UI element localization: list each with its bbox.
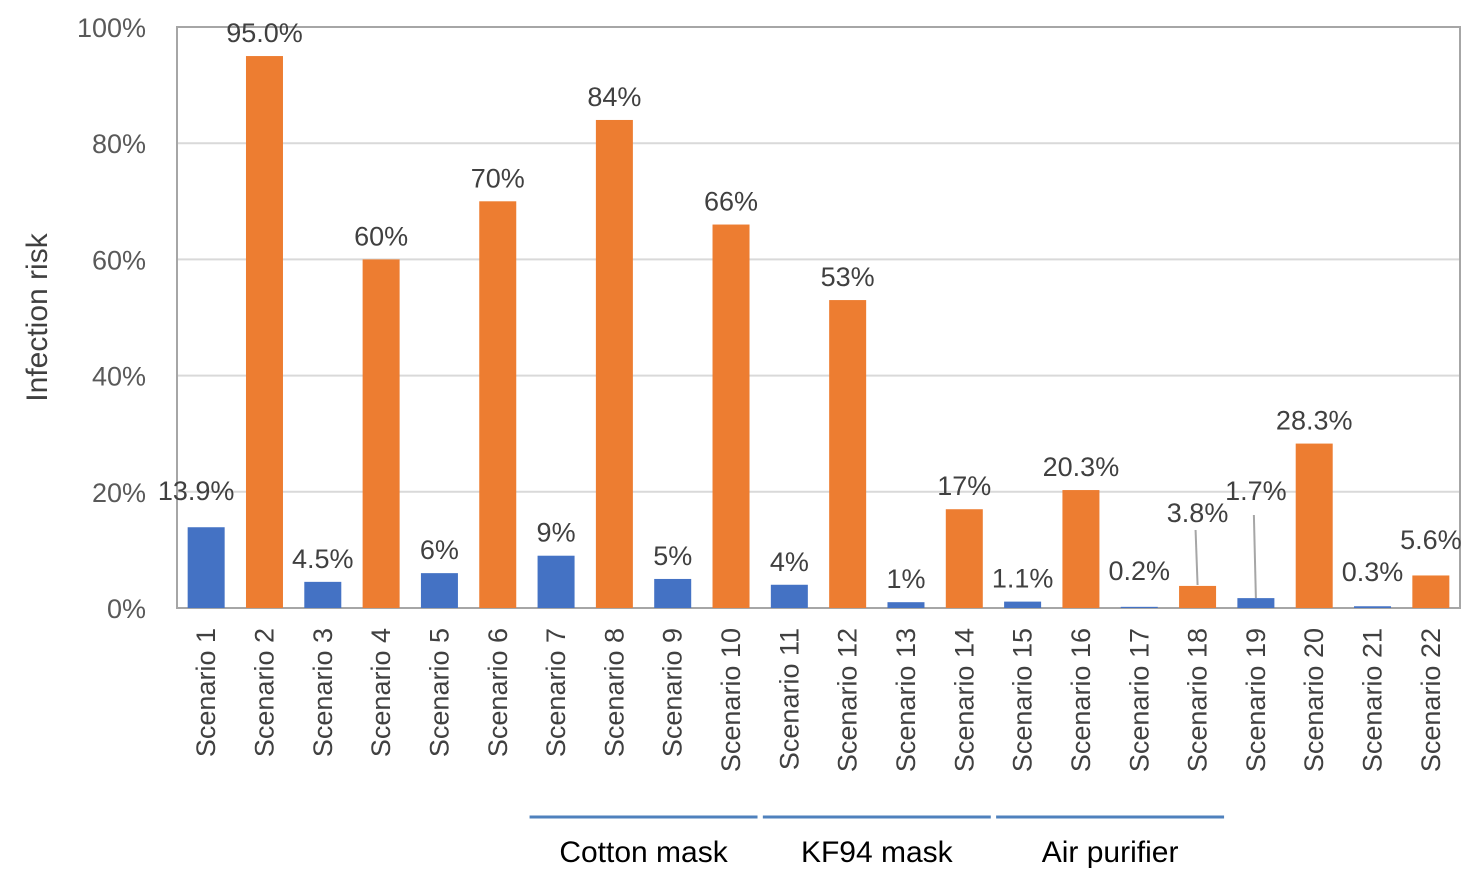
data-label: 0.3%	[1342, 557, 1404, 587]
category-label: Scenario 2	[249, 628, 279, 757]
plot-frame	[176, 26, 1461, 609]
leader-line	[1194, 529, 1199, 586]
bar	[1412, 575, 1450, 608]
category-label: Scenario 15	[1008, 628, 1038, 772]
bar	[712, 224, 750, 609]
category-label: Scenario 4	[366, 628, 396, 757]
category-label: Scenario 5	[424, 628, 454, 757]
y-tick-label: 40%	[92, 362, 146, 392]
data-label: 20.3%	[1043, 452, 1120, 482]
category-label: Scenario 1	[191, 628, 221, 757]
data-label: 1.1%	[992, 564, 1054, 594]
bar	[187, 527, 225, 608]
category-label: Scenario 21	[1358, 628, 1388, 772]
category-label: Scenario 19	[1241, 628, 1271, 772]
data-label: 17%	[937, 471, 991, 501]
category-label: Scenario 16	[1066, 628, 1096, 772]
data-label: 4.5%	[292, 544, 354, 574]
bar	[1120, 606, 1158, 608]
bar	[654, 578, 692, 608]
category-label: Scenario 9	[658, 628, 688, 757]
category-label: Scenario 13	[891, 628, 921, 772]
bar	[304, 581, 342, 608]
bar	[537, 555, 575, 608]
category-label: Scenario 14	[949, 628, 979, 772]
category-label: Scenario 11	[774, 628, 804, 770]
data-label: 5%	[653, 541, 692, 571]
category-label: Scenario 10	[716, 628, 746, 772]
y-tick-label: 80%	[92, 129, 146, 159]
category-label: Scenario 7	[541, 628, 571, 757]
y-tick-label: 0%	[107, 594, 146, 624]
group-label: Cotton mask	[559, 836, 728, 869]
data-label: 95.0%	[226, 18, 303, 48]
data-label: 53%	[821, 262, 875, 292]
data-label: 66%	[704, 187, 758, 217]
category-label: Scenario 8	[599, 628, 629, 757]
data-label: 28.3%	[1276, 406, 1353, 436]
data-label: 70%	[471, 163, 525, 193]
category-label: Scenario 12	[833, 628, 863, 772]
bar	[945, 509, 983, 608]
bar	[1295, 443, 1333, 608]
data-label: 60%	[354, 221, 408, 251]
bar	[1062, 490, 1100, 608]
bar	[595, 119, 633, 609]
data-label: 5.6%	[1400, 525, 1462, 555]
group-label: KF94 mask	[801, 836, 954, 869]
data-label: 9%	[537, 518, 576, 548]
bar	[829, 300, 867, 608]
bar	[887, 602, 925, 608]
category-label: Scenario 6	[483, 628, 513, 757]
bar	[420, 573, 458, 608]
bar	[245, 56, 283, 609]
y-tick-label: 20%	[92, 478, 146, 508]
category-label: Scenario 3	[308, 628, 338, 757]
category-label: Scenario 20	[1299, 628, 1329, 772]
data-label: 13.9%	[158, 476, 235, 506]
data-label: 1%	[886, 564, 925, 594]
data-label: 1.7%	[1225, 476, 1287, 506]
y-tick-label: 100%	[77, 13, 146, 43]
leader-line	[1252, 514, 1257, 599]
bar	[770, 584, 808, 608]
data-label: 84%	[587, 82, 641, 112]
group-label: Air purifier	[1042, 836, 1179, 869]
category-label: Scenario 22	[1416, 628, 1446, 772]
bar	[1179, 585, 1217, 608]
bar	[1004, 601, 1042, 608]
bar	[1354, 606, 1392, 608]
data-label: 4%	[770, 547, 809, 577]
bar	[362, 259, 400, 608]
data-label: 3.8%	[1167, 498, 1229, 528]
y-axis-title: Infection risk	[21, 232, 54, 401]
bar	[479, 201, 517, 609]
category-label: Scenario 17	[1124, 628, 1154, 772]
category-label: Scenario 18	[1183, 628, 1213, 772]
y-tick-label: 60%	[92, 245, 146, 275]
bar	[1237, 598, 1275, 608]
data-label: 0.2%	[1108, 556, 1170, 586]
data-label: 6%	[420, 535, 459, 565]
